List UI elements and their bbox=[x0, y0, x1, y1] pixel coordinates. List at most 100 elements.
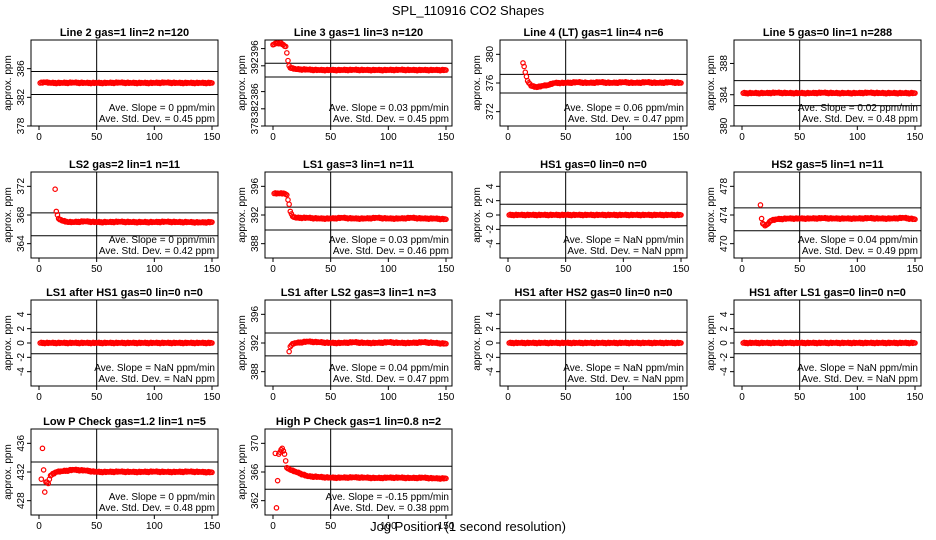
x-tick-label: 100 bbox=[849, 264, 866, 275]
y-tick-label: 388 bbox=[719, 55, 730, 72]
y-tick-label: 4 bbox=[485, 311, 496, 317]
panel-title: Line 4 (LT) gas=1 lin=4 n=6 bbox=[523, 27, 663, 39]
std-dev-annotation: Ave. Std. Dev. = NaN ppm bbox=[801, 374, 918, 385]
data-point bbox=[757, 202, 764, 208]
slope-annotation: Ave. Slope = 0.04 ppm/min bbox=[798, 235, 918, 246]
y-axis-label: approx. ppm bbox=[706, 187, 717, 243]
figure-title: SPL_110916 CO2 Shapes bbox=[392, 3, 545, 18]
x-tick-label: 50 bbox=[794, 392, 806, 403]
data-points bbox=[740, 339, 918, 347]
x-tick-label: 0 bbox=[739, 132, 745, 143]
y-tick-label: 392 bbox=[250, 206, 261, 223]
plot-frame bbox=[30, 39, 219, 127]
x-tick-label: 50 bbox=[794, 264, 806, 275]
x-tick-label: 150 bbox=[673, 264, 690, 275]
panel-title: HS1 after HS2 gas=0 lin=0 n=0 bbox=[514, 287, 672, 299]
x-tick-label: 100 bbox=[615, 264, 632, 275]
data-points bbox=[740, 89, 918, 97]
data-points bbox=[38, 445, 215, 495]
y-tick-label: 478 bbox=[719, 178, 730, 195]
x-tick-label: 100 bbox=[615, 392, 632, 403]
x-tick-label: 0 bbox=[36, 392, 42, 403]
y-axis-label: approx. ppm bbox=[472, 187, 483, 243]
slope-annotation: Ave. Slope = NaN ppm/min bbox=[563, 363, 684, 374]
y-tick-label: 4 bbox=[719, 311, 730, 317]
y-tick-label: 396 bbox=[250, 40, 261, 57]
data-point bbox=[285, 57, 291, 64]
data-point bbox=[273, 505, 280, 511]
data-point bbox=[285, 197, 291, 203]
y-tick-label: 384 bbox=[719, 86, 730, 103]
y-axis-label: approx. ppm bbox=[706, 55, 717, 111]
y-tick-label: 392 bbox=[250, 334, 261, 351]
x-tick-label: 150 bbox=[204, 521, 221, 532]
data-point bbox=[280, 448, 287, 454]
y-tick-label: 2 bbox=[485, 325, 496, 331]
x-tick-label: 150 bbox=[438, 132, 455, 143]
y-tick-label: 372 bbox=[485, 103, 496, 120]
panel-8: HS2 gas=5 lin=1 n=11 0 50 100 150 470 474 478ap… bbox=[706, 159, 924, 275]
std-dev-annotation: Ave. Std. Dev. = NaN ppm bbox=[98, 374, 215, 385]
y-tick-label: 0 bbox=[719, 340, 730, 346]
panel-title: Line 2 gas=1 lin=2 n=120 bbox=[60, 27, 189, 39]
y-axis-label: approx. ppm bbox=[237, 187, 248, 243]
panel-14: High P Check gas=1 lin=0.8 n=2 0 50 100 150 3… bbox=[237, 416, 455, 532]
std-dev-annotation: Ave. Std. Dev. = NaN ppm bbox=[567, 246, 684, 257]
x-tick-label: 150 bbox=[438, 521, 455, 532]
y-tick-label: 4 bbox=[16, 311, 27, 317]
y-tick-label: 428 bbox=[16, 492, 27, 509]
x-tick-label: 0 bbox=[505, 132, 511, 143]
y-axis-label: approx. ppm bbox=[237, 444, 248, 500]
x-tick-label: 150 bbox=[204, 132, 221, 143]
panel-10: LS1 after LS2 gas=3 lin=1 n=3 0 50 100 150 38… bbox=[237, 287, 455, 403]
y-axis-label: approx. ppm bbox=[237, 315, 248, 371]
y-tick-label: 368 bbox=[16, 206, 27, 223]
x-tick-label: 100 bbox=[615, 132, 632, 143]
data-point bbox=[39, 445, 46, 452]
x-tick-label: 0 bbox=[739, 392, 745, 403]
y-axis-label: approx. ppm bbox=[3, 315, 14, 371]
y-axis-label: approx. ppm bbox=[3, 55, 14, 111]
y-tick-label: 382 bbox=[16, 89, 27, 106]
x-tick-label: 50 bbox=[325, 521, 337, 532]
slope-annotation: Ave. Slope = 0 ppm/min bbox=[109, 235, 215, 246]
x-tick-label: 100 bbox=[146, 521, 163, 532]
data-point bbox=[209, 80, 215, 86]
x-tick-label: 150 bbox=[438, 264, 455, 275]
x-tick-label: 150 bbox=[438, 392, 455, 403]
x-tick-label: 100 bbox=[146, 132, 163, 143]
data-point bbox=[912, 90, 918, 96]
y-axis-label: approx. ppm bbox=[237, 55, 248, 111]
y-tick-label: 392 bbox=[250, 57, 261, 74]
y-axis-label: approx. ppm bbox=[472, 315, 483, 371]
y-tick-label: -2 bbox=[485, 224, 496, 233]
y-tick-label: -2 bbox=[485, 352, 496, 361]
data-points bbox=[506, 339, 684, 347]
std-dev-annotation: Ave. Std. Dev. = 0.48 ppm bbox=[99, 503, 215, 514]
y-tick-label: 0 bbox=[16, 340, 27, 346]
data-points bbox=[286, 338, 449, 355]
std-dev-annotation: Ave. Std. Dev. = 0.45 ppm bbox=[99, 114, 215, 125]
y-tick-label: 388 bbox=[250, 363, 261, 380]
slope-annotation: Ave. Slope = NaN ppm/min bbox=[797, 363, 918, 374]
data-point bbox=[284, 192, 290, 198]
slope-annotation: Ave. Slope = 0.06 ppm/min bbox=[564, 103, 684, 114]
data-point bbox=[209, 469, 215, 476]
x-tick-label: 50 bbox=[91, 132, 103, 143]
figure-x-axis-label: Jog Position (1 second resolution) bbox=[370, 519, 566, 534]
slope-annotation: Ave. Slope = 0.04 ppm/min bbox=[329, 363, 449, 374]
x-tick-label: 50 bbox=[325, 132, 337, 143]
data-point bbox=[443, 475, 449, 482]
x-tick-label: 50 bbox=[325, 264, 337, 275]
x-tick-label: 50 bbox=[560, 264, 572, 275]
data-point bbox=[521, 63, 527, 70]
panel-title: LS2 gas=2 lin=1 n=11 bbox=[69, 159, 180, 171]
y-tick-label: 362 bbox=[250, 492, 261, 509]
data-point bbox=[443, 340, 449, 347]
slope-annotation: Ave. Slope = 0.03 ppm/min bbox=[329, 103, 449, 114]
data-points bbox=[52, 186, 215, 226]
data-point bbox=[282, 43, 289, 50]
x-tick-label: 50 bbox=[91, 264, 103, 275]
x-tick-label: 150 bbox=[204, 392, 221, 403]
